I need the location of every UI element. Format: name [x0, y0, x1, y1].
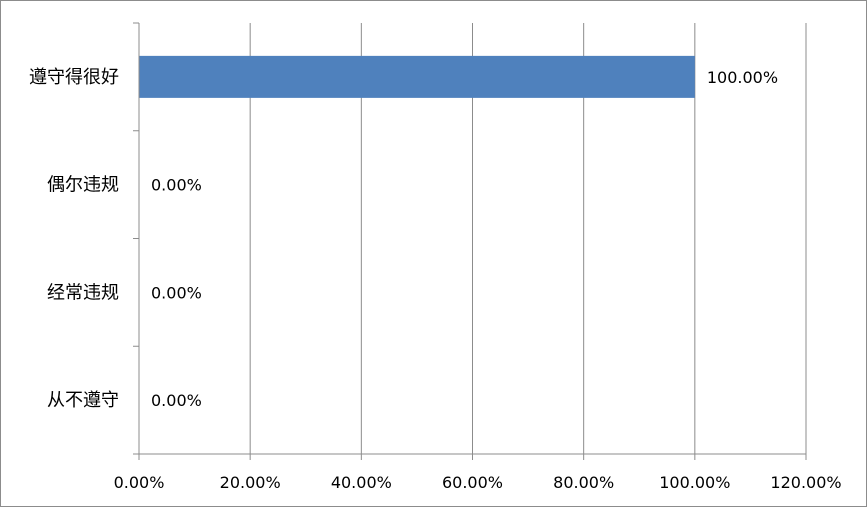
data-label: 100.00% [707, 68, 778, 87]
bar [139, 55, 695, 98]
axes [133, 22, 807, 460]
x-tick-label: 120.00% [770, 473, 841, 492]
category-label: 遵守得很好 [29, 67, 119, 88]
x-tick-label: 40.00% [331, 473, 392, 492]
labels: 0.00% 20.00% 40.00% 60.00% 80.00% 100.00% 120.… [29, 67, 842, 492]
data-label: 0.00% [151, 176, 202, 195]
data-label: 0.00% [151, 391, 202, 410]
category-label: 从不遵守 [47, 390, 119, 411]
data-label: 0.00% [151, 283, 202, 302]
category-label: 经常违规 [47, 282, 119, 303]
category-label: 偶尔违规 [47, 175, 119, 196]
x-tick-label: 20.00% [220, 473, 281, 492]
x-tick-label: 0.00% [114, 473, 165, 492]
x-tick-label: 100.00% [659, 473, 730, 492]
x-tick-label: 60.00% [442, 473, 503, 492]
bars [139, 55, 695, 98]
x-tick-label: 80.00% [553, 473, 614, 492]
